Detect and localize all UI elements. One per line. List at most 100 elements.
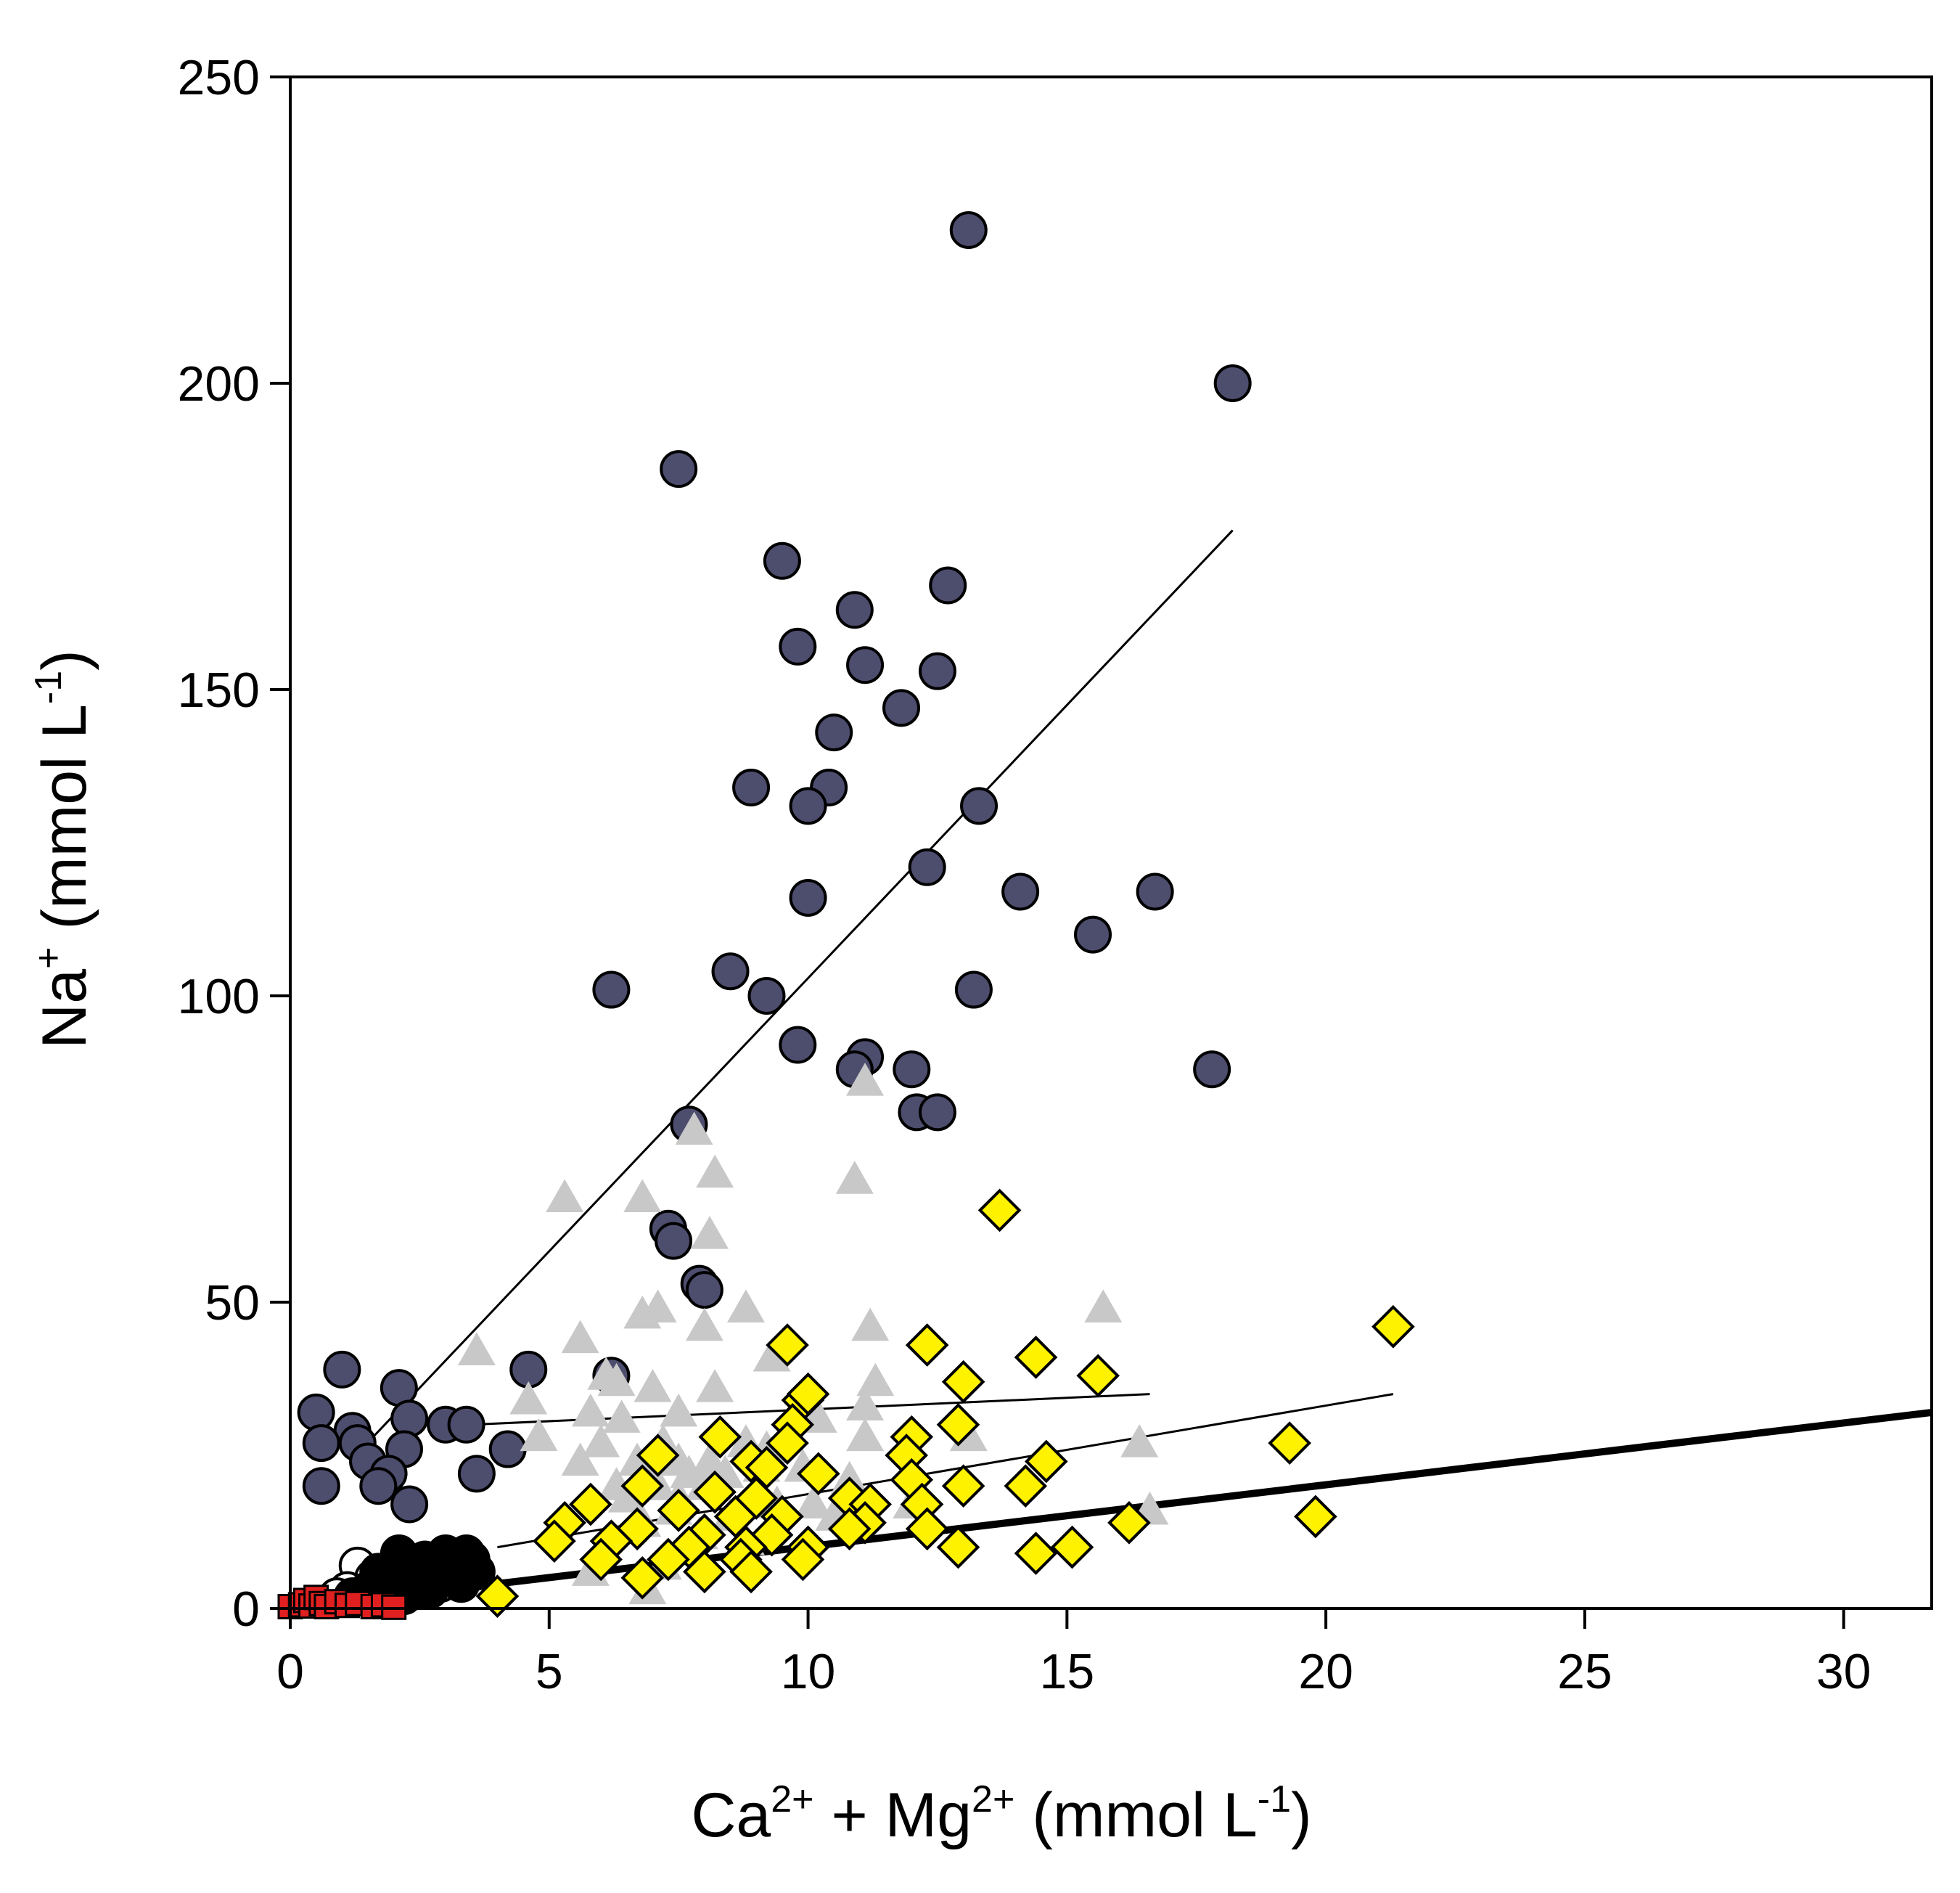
point-1-3	[835, 1161, 874, 1194]
fit-line-3	[290, 1408, 1932, 1612]
point-0-22	[747, 977, 786, 1015]
point-1-11	[851, 1307, 890, 1341]
point-0-41	[390, 1399, 429, 1438]
x-tick-label-1: 5	[536, 1644, 563, 1699]
point-2-6	[941, 1360, 985, 1404]
point-1-4	[546, 1179, 584, 1213]
point-4-19	[457, 1553, 496, 1591]
x-axis-title: Ca2+ + Mg2+ (mmol L-1)	[691, 1778, 1311, 1850]
point-2-41	[905, 1507, 949, 1551]
point-0-24	[779, 1026, 817, 1064]
point-1-19	[633, 1369, 672, 1402]
y-tick-label-5: 250	[178, 50, 260, 105]
point-2-1	[1371, 1304, 1415, 1349]
point-0-16	[789, 878, 827, 917]
point-2-24	[620, 1464, 665, 1508]
point-1-7	[1084, 1289, 1123, 1322]
point-2-42	[1107, 1501, 1151, 1545]
point-0-14	[960, 787, 999, 825]
point-2-8	[786, 1372, 830, 1416]
point-2-18	[1024, 1439, 1068, 1484]
point-2-9	[936, 1402, 980, 1447]
point-1-33	[846, 1418, 885, 1452]
point-0-40	[297, 1393, 335, 1431]
point-2-0	[977, 1188, 1022, 1232]
y-tick-label-2: 100	[178, 969, 260, 1024]
point-0-51	[457, 1455, 496, 1493]
point-2-48	[936, 1525, 980, 1569]
point-1-48	[607, 1479, 646, 1513]
point-0-19	[1074, 915, 1112, 954]
point-0-6	[779, 627, 817, 666]
point-2-16	[636, 1434, 680, 1477]
point-2-12	[698, 1415, 742, 1459]
point-0-11	[732, 769, 771, 807]
x-axis-ticks: 0 5 10 15 20 25 30	[276, 1608, 1871, 1699]
series-2	[475, 1188, 1415, 1618]
series-4	[333, 1534, 496, 1616]
point-2-51	[647, 1537, 690, 1582]
point-0-20	[711, 952, 750, 991]
point-1-17	[597, 1362, 636, 1397]
series-0	[297, 211, 1252, 1524]
point-2-50	[579, 1537, 623, 1582]
x-tick-label-2: 10	[781, 1644, 836, 1699]
point-0-17	[1001, 872, 1040, 911]
fit-line-0	[372, 529, 1234, 1438]
x-tick-label-3: 15	[1040, 1644, 1095, 1699]
point-0-5	[929, 566, 967, 605]
point-2-25	[693, 1470, 737, 1514]
point-2-2	[766, 1323, 809, 1367]
point-0-53	[302, 1467, 340, 1505]
point-0-4	[835, 591, 874, 629]
y-tick-label-4: 200	[178, 356, 260, 412]
point-1-28	[520, 1418, 558, 1452]
point-2-55	[683, 1550, 726, 1594]
point-0-52	[359, 1467, 398, 1505]
point-1-10	[726, 1289, 765, 1322]
y-axis-title: Na+ (mmol L-1)	[28, 650, 99, 1049]
point-1-40	[561, 1442, 599, 1476]
point-2-35	[1294, 1495, 1337, 1539]
point-0-18	[1136, 872, 1174, 911]
point-1-18	[856, 1362, 895, 1397]
point-1-14	[457, 1332, 496, 1366]
point-2-5	[1076, 1354, 1120, 1398]
point-2-20	[797, 1452, 840, 1496]
point-0-10	[815, 714, 853, 752]
point-2-4	[1014, 1336, 1058, 1379]
point-2-43	[533, 1519, 576, 1563]
plot-frame	[289, 75, 1933, 1610]
point-1-2	[696, 1154, 734, 1188]
point-0-15	[908, 848, 946, 886]
point-0-9	[882, 689, 921, 727]
point-2-40	[827, 1507, 872, 1551]
point-1-29	[582, 1424, 620, 1457]
point-0-45	[302, 1424, 340, 1463]
point-1-0	[846, 1063, 885, 1096]
y-tick-label-1: 50	[205, 1275, 260, 1330]
point-2-57	[620, 1555, 665, 1600]
point-2-22	[941, 1464, 985, 1508]
point-1-1	[675, 1111, 713, 1145]
point-2-3	[905, 1323, 949, 1367]
point-2-49	[1050, 1525, 1094, 1569]
point-0-2	[660, 450, 698, 488]
point-1-9	[639, 1289, 677, 1322]
point-0-33	[655, 1222, 693, 1260]
point-2-23	[1004, 1464, 1048, 1508]
point-1-5	[623, 1179, 662, 1213]
point-0-7	[846, 646, 885, 684]
point-0-27	[893, 1050, 931, 1089]
point-0-28	[1193, 1050, 1231, 1089]
point-0-43	[447, 1405, 485, 1444]
x-tick-label-5: 25	[1557, 1644, 1612, 1699]
point-0-35	[685, 1271, 723, 1309]
point-1-51	[794, 1485, 832, 1519]
point-0-0	[949, 211, 988, 249]
point-0-21	[592, 970, 631, 1009]
x-tick-label-6: 30	[1816, 1644, 1871, 1699]
point-2-14	[1268, 1421, 1312, 1465]
